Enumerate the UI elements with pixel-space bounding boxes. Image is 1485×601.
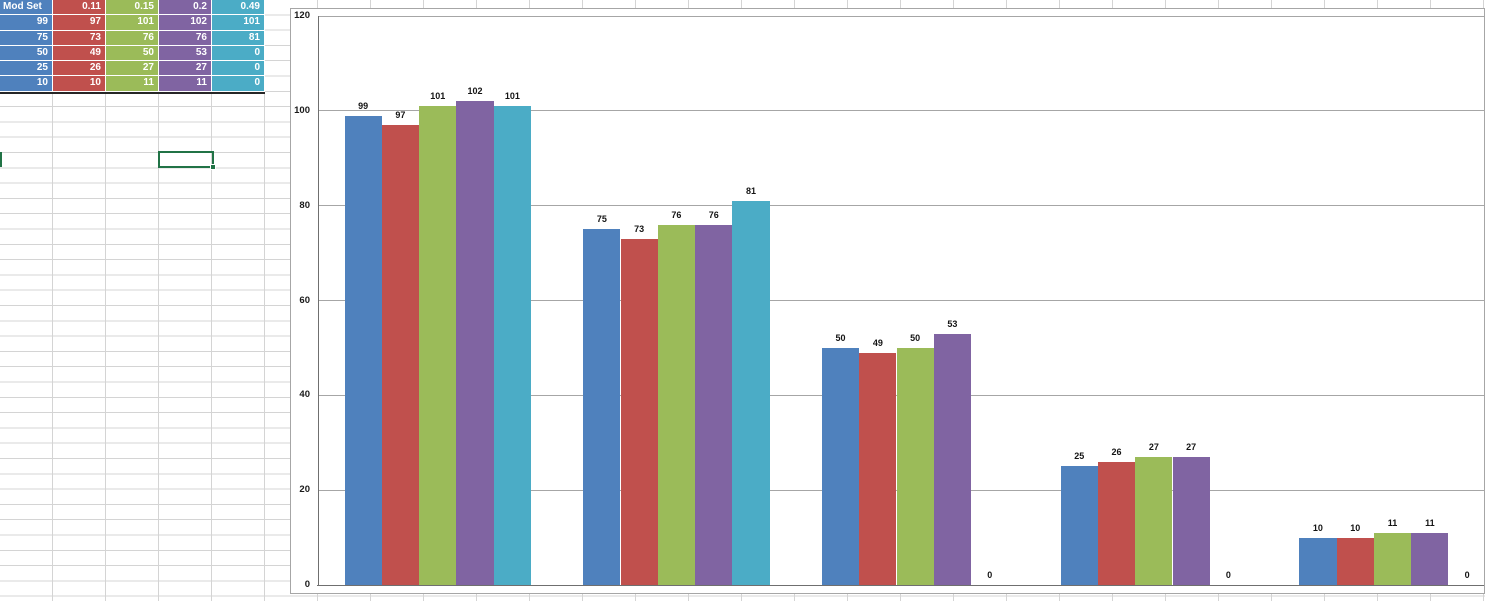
table-cell[interactable]: 76 [159, 30, 212, 46]
chart-gridline [318, 300, 1484, 301]
table-cell[interactable]: 101 [106, 15, 159, 31]
bar-Mod Set-group5[interactable] [1299, 537, 1337, 585]
data-label: 81 [746, 185, 757, 196]
fill-handle[interactable] [210, 164, 216, 170]
data-label: 101 [504, 91, 520, 102]
table-cell[interactable]: 50 [0, 45, 53, 61]
bar-0.11-group1[interactable] [381, 125, 420, 585]
bar-0.2-group1[interactable] [456, 101, 494, 585]
data-label: 10 [1312, 522, 1323, 533]
table-cell[interactable]: 0 [212, 61, 265, 77]
table-cell[interactable]: 76 [106, 30, 159, 46]
table-cell[interactable]: 75 [0, 30, 53, 46]
selection-edge-mark [0, 151, 2, 167]
bar-Mod Set-group4[interactable] [1060, 466, 1098, 585]
data-label: 11 [1425, 517, 1435, 528]
data-label: 27 [1148, 441, 1159, 452]
bar-Mod Set-group1[interactable] [344, 115, 382, 585]
bar-0.15-group5[interactable] [1373, 532, 1412, 585]
bar-Mod Set-group2[interactable] [583, 229, 621, 585]
mod-set-table: Mod Set 0.11 0.15 0.2 0.49 99 97 101 102 101 75 73 7… [0, 0, 265, 94]
table-cell[interactable]: 99 [0, 15, 53, 31]
data-label: 75 [596, 214, 607, 225]
bar-0.15-group2[interactable] [657, 224, 696, 585]
chart-gridline [318, 15, 1484, 17]
table-cell[interactable]: 81 [212, 30, 265, 46]
y-axis-line [318, 16, 319, 586]
table-cell[interactable]: 11 [106, 76, 159, 92]
data-label: 53 [947, 318, 958, 329]
table-cell[interactable]: 26 [53, 61, 106, 77]
x-axis-line [317, 585, 1484, 586]
table-cell[interactable]: 97 [53, 15, 106, 31]
y-axis-tick-label: 120 [294, 10, 310, 21]
table-header-cell[interactable]: 0.11 [53, 0, 106, 16]
selected-cell[interactable] [158, 151, 216, 170]
data-label: 76 [671, 209, 682, 220]
table-header-cell[interactable]: Mod Set [0, 0, 53, 16]
data-label: 0 [987, 570, 993, 580]
data-label: 0 [1464, 570, 1470, 580]
bar-0.11-group5[interactable] [1336, 537, 1374, 585]
y-axis-tick-label: 60 [299, 294, 310, 306]
chart-gridline [318, 110, 1484, 112]
bar-0.2-group4[interactable] [1172, 456, 1210, 585]
table-cell[interactable]: 102 [159, 15, 212, 31]
data-label: 27 [1186, 441, 1197, 452]
bar-Mod Set-group3[interactable] [821, 347, 860, 585]
data-label: 102 [467, 86, 483, 97]
data-label: 26 [1111, 446, 1122, 457]
bar-0.49-group2[interactable] [732, 200, 770, 585]
y-axis-tick-label: 40 [299, 389, 310, 401]
data-label: 73 [634, 223, 645, 234]
table-cell[interactable]: 50 [106, 45, 159, 61]
bar-0.2-group5[interactable] [1411, 532, 1449, 585]
plot-area: 0 20 40 60 80 100 120 99 75 50 25 10 97 73 49 26 10 101 76… [291, 9, 1484, 593]
table-cell[interactable]: 0 [212, 45, 265, 61]
table-cell[interactable]: 49 [53, 45, 106, 61]
bar-0.2-group2[interactable] [695, 224, 733, 585]
data-label: 10 [1350, 522, 1361, 533]
bar-0.15-group1[interactable] [419, 106, 457, 585]
data-label: 50 [835, 332, 846, 343]
table-cell[interactable]: 0 [212, 76, 265, 92]
table-cell[interactable]: 10 [53, 76, 106, 92]
bar-0.11-group3[interactable] [859, 352, 897, 585]
data-label: 76 [708, 209, 719, 220]
table-cell[interactable]: 73 [53, 30, 106, 46]
bar-0.49-group1[interactable] [493, 106, 531, 585]
table-header-cell[interactable]: 0.2 [159, 0, 212, 16]
table-cell[interactable]: 53 [159, 45, 212, 61]
table-cell[interactable]: 27 [159, 61, 212, 77]
data-label: 97 [395, 110, 406, 121]
data-label: 0 [1225, 570, 1231, 580]
bar-0.15-group4[interactable] [1135, 456, 1173, 585]
data-label: 25 [1074, 451, 1085, 462]
data-label: 99 [358, 100, 369, 111]
table-cell[interactable]: 101 [212, 15, 265, 31]
data-label: 49 [872, 337, 883, 348]
table-cell[interactable]: 25 [0, 61, 53, 77]
y-axis-tick-label: 100 [294, 104, 310, 116]
y-axis-tick-label: 80 [299, 199, 310, 211]
y-axis-tick-label: 20 [299, 484, 310, 496]
table-cell[interactable]: 27 [106, 61, 159, 77]
bar-0.11-group4[interactable] [1097, 461, 1136, 585]
bar-0.11-group2[interactable] [620, 238, 658, 585]
table-cell[interactable]: 11 [159, 76, 212, 92]
table-cell[interactable]: 10 [0, 76, 53, 92]
data-label: 50 [910, 332, 921, 343]
y-axis-tick-label: 0 [304, 579, 310, 590]
data-label: 101 [430, 91, 446, 102]
bar-0.2-group3[interactable] [933, 333, 972, 585]
chart-gridline [318, 205, 1484, 207]
table-header-cell[interactable]: 0.49 [212, 0, 265, 16]
table-header-cell[interactable]: 0.15 [106, 0, 159, 16]
bar-0.15-group3[interactable] [896, 347, 934, 585]
embedded-bar-chart[interactable]: 0 20 40 60 80 100 120 99 75 50 25 10 97 73 49 26 10 101 76… [290, 8, 1485, 594]
data-label: 11 [1387, 517, 1398, 528]
